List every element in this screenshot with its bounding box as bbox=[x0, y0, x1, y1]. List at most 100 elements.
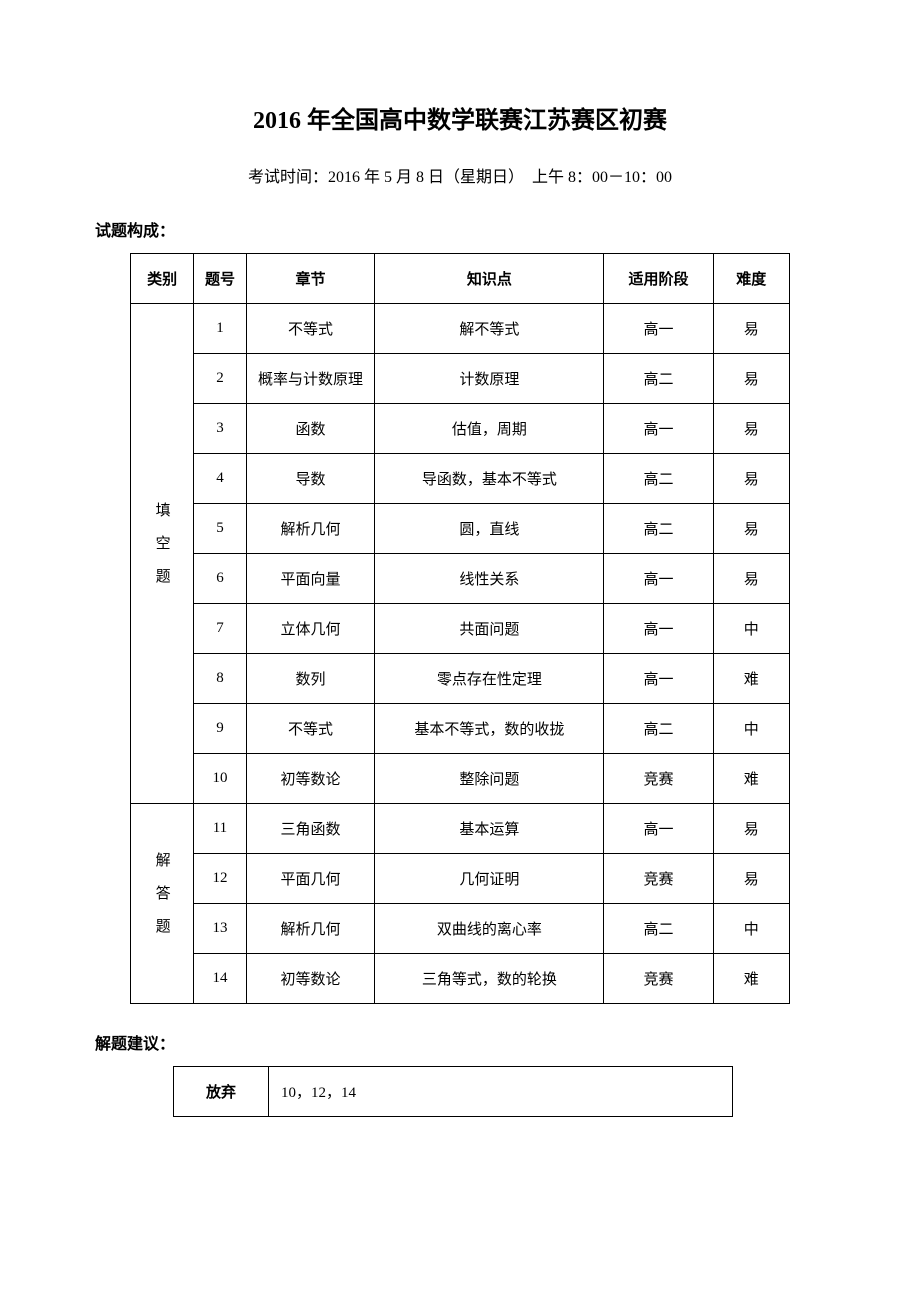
cell-num: 5 bbox=[194, 504, 246, 554]
suggestion-label-cell: 放弃 bbox=[174, 1067, 269, 1117]
cell-chap: 平面向量 bbox=[246, 554, 375, 604]
exam-time-line: 考试时间：2016 年 5 月 8 日（星期日） 上午 8：00－10：00 bbox=[95, 163, 825, 187]
cell-num: 2 bbox=[194, 354, 246, 404]
section-suggestion-label: 解题建议： bbox=[95, 1030, 825, 1054]
cell-diff: 易 bbox=[713, 304, 789, 354]
cell-chap: 函数 bbox=[246, 404, 375, 454]
cell-num: 3 bbox=[194, 404, 246, 454]
cell-topic: 几何证明 bbox=[375, 854, 604, 904]
cell-num: 9 bbox=[194, 704, 246, 754]
cell-topic: 圆，直线 bbox=[375, 504, 604, 554]
suggestion-table: 放弃 10，12，14 bbox=[173, 1066, 733, 1117]
table-row: 填空题 1 不等式 解不等式 高一 易 bbox=[131, 304, 790, 354]
cell-topic: 共面问题 bbox=[375, 604, 604, 654]
cell-topic: 三角等式，数的轮换 bbox=[375, 954, 604, 1004]
section-composition-label: 试题构成： bbox=[95, 217, 825, 241]
cell-num: 14 bbox=[194, 954, 246, 1004]
cell-stage: 高一 bbox=[604, 654, 713, 704]
table-row: 7 立体几何 共面问题 高一 中 bbox=[131, 604, 790, 654]
category-label: 解答题 bbox=[152, 852, 173, 951]
category-cell-answer: 解答题 bbox=[131, 804, 194, 1004]
table-header-row: 类别 题号 章节 知识点 适用阶段 难度 bbox=[131, 254, 790, 304]
cell-stage: 竞赛 bbox=[604, 754, 713, 804]
cell-num: 4 bbox=[194, 454, 246, 504]
th-chapter: 章节 bbox=[246, 254, 375, 304]
cell-stage: 高一 bbox=[604, 404, 713, 454]
table-row: 14 初等数论 三角等式，数的轮换 竞赛 难 bbox=[131, 954, 790, 1004]
table-row: 13 解析几何 双曲线的离心率 高二 中 bbox=[131, 904, 790, 954]
cell-topic: 估值，周期 bbox=[375, 404, 604, 454]
cell-stage: 高二 bbox=[604, 704, 713, 754]
table-row: 5 解析几何 圆，直线 高二 易 bbox=[131, 504, 790, 554]
cell-chap: 平面几何 bbox=[246, 854, 375, 904]
cell-topic: 双曲线的离心率 bbox=[375, 904, 604, 954]
th-category: 类别 bbox=[131, 254, 194, 304]
cell-chap: 初等数论 bbox=[246, 954, 375, 1004]
cell-stage: 高一 bbox=[604, 604, 713, 654]
cell-topic: 解不等式 bbox=[375, 304, 604, 354]
suggestion-row: 放弃 10，12，14 bbox=[174, 1067, 733, 1117]
table-row: 8 数列 零点存在性定理 高一 难 bbox=[131, 654, 790, 704]
cell-num: 11 bbox=[194, 804, 246, 854]
cell-diff: 易 bbox=[713, 504, 789, 554]
composition-table: 类别 题号 章节 知识点 适用阶段 难度 填空题 1 不等式 解不等式 高一 易… bbox=[130, 253, 790, 1004]
cell-stage: 高二 bbox=[604, 454, 713, 504]
cell-topic: 基本运算 bbox=[375, 804, 604, 854]
cell-stage: 高一 bbox=[604, 554, 713, 604]
table-row: 10 初等数论 整除问题 竞赛 难 bbox=[131, 754, 790, 804]
cell-stage: 高二 bbox=[604, 354, 713, 404]
cell-diff: 易 bbox=[713, 354, 789, 404]
cell-diff: 难 bbox=[713, 954, 789, 1004]
cell-diff: 易 bbox=[713, 854, 789, 904]
cell-num: 12 bbox=[194, 854, 246, 904]
page-title: 2016 年全国高中数学联赛江苏赛区初赛 bbox=[95, 100, 825, 135]
table-row: 12 平面几何 几何证明 竞赛 易 bbox=[131, 854, 790, 904]
cell-stage: 高一 bbox=[604, 304, 713, 354]
table-row: 4 导数 导函数，基本不等式 高二 易 bbox=[131, 454, 790, 504]
cell-stage: 竞赛 bbox=[604, 854, 713, 904]
cell-diff: 中 bbox=[713, 904, 789, 954]
th-difficulty: 难度 bbox=[713, 254, 789, 304]
table-row: 9 不等式 基本不等式，数的收拢 高二 中 bbox=[131, 704, 790, 754]
cell-topic: 线性关系 bbox=[375, 554, 604, 604]
cell-num: 6 bbox=[194, 554, 246, 604]
table-row: 2 概率与计数原理 计数原理 高二 易 bbox=[131, 354, 790, 404]
cell-topic: 零点存在性定理 bbox=[375, 654, 604, 704]
th-number: 题号 bbox=[194, 254, 246, 304]
cell-diff: 中 bbox=[713, 704, 789, 754]
cell-num: 10 bbox=[194, 754, 246, 804]
cell-chap: 概率与计数原理 bbox=[246, 354, 375, 404]
cell-diff: 中 bbox=[713, 604, 789, 654]
cell-topic: 导函数，基本不等式 bbox=[375, 454, 604, 504]
cell-num: 7 bbox=[194, 604, 246, 654]
cell-chap: 数列 bbox=[246, 654, 375, 704]
cell-num: 13 bbox=[194, 904, 246, 954]
category-label: 填空题 bbox=[152, 502, 173, 601]
cell-diff: 难 bbox=[713, 754, 789, 804]
cell-diff: 易 bbox=[713, 554, 789, 604]
table-row: 3 函数 估值，周期 高一 易 bbox=[131, 404, 790, 454]
cell-num: 8 bbox=[194, 654, 246, 704]
table-row: 解答题 11 三角函数 基本运算 高一 易 bbox=[131, 804, 790, 854]
cell-num: 1 bbox=[194, 304, 246, 354]
cell-chap: 不等式 bbox=[246, 704, 375, 754]
cell-diff: 易 bbox=[713, 404, 789, 454]
category-cell-fill: 填空题 bbox=[131, 304, 194, 804]
cell-chap: 导数 bbox=[246, 454, 375, 504]
cell-diff: 易 bbox=[713, 804, 789, 854]
suggestion-value-cell: 10，12，14 bbox=[269, 1067, 733, 1117]
th-stage: 适用阶段 bbox=[604, 254, 713, 304]
table-row: 6 平面向量 线性关系 高一 易 bbox=[131, 554, 790, 604]
cell-topic: 计数原理 bbox=[375, 354, 604, 404]
cell-topic: 整除问题 bbox=[375, 754, 604, 804]
cell-chap: 立体几何 bbox=[246, 604, 375, 654]
th-topic: 知识点 bbox=[375, 254, 604, 304]
cell-stage: 竞赛 bbox=[604, 954, 713, 1004]
cell-stage: 高二 bbox=[604, 904, 713, 954]
cell-chap: 解析几何 bbox=[246, 504, 375, 554]
cell-chap: 三角函数 bbox=[246, 804, 375, 854]
cell-chap: 不等式 bbox=[246, 304, 375, 354]
cell-diff: 易 bbox=[713, 454, 789, 504]
cell-chap: 解析几何 bbox=[246, 904, 375, 954]
cell-topic: 基本不等式，数的收拢 bbox=[375, 704, 604, 754]
